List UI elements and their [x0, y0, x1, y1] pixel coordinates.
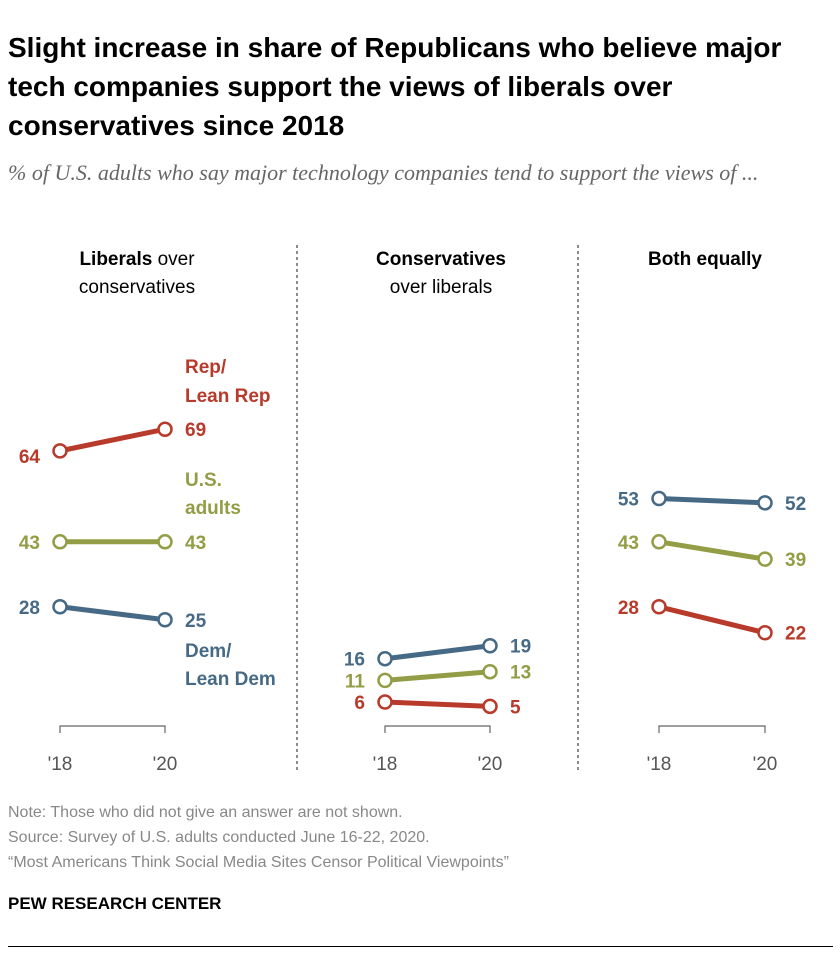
data-point-dem	[377, 650, 393, 667]
data-label-total: 43	[185, 533, 206, 554]
data-point-dem	[157, 612, 173, 628]
series-name-dem: Dem/	[185, 641, 232, 662]
data-point-total	[157, 534, 173, 550]
series-name-total: adults	[185, 498, 241, 519]
data-label-dem: 25	[185, 611, 207, 632]
source: Source: Survey of U.S. adults conducted …	[8, 829, 430, 846]
data-point-total	[482, 663, 498, 680]
series-line-dem	[59, 604, 166, 623]
x-tick-label: '20	[153, 754, 178, 775]
x-tick-label: '20	[478, 754, 503, 775]
data-label-total: 43	[19, 533, 40, 554]
series-line-rep	[59, 426, 166, 454]
data-label-dem: 52	[785, 494, 806, 515]
data-point-total	[651, 534, 667, 550]
panel-title-line2: conservatives	[79, 277, 195, 298]
x-tick-label: '20	[753, 754, 778, 775]
x-tick-label: '18	[373, 754, 398, 775]
series-line-total	[658, 539, 766, 562]
data-label-rep: 22	[785, 624, 806, 645]
data-point-total	[757, 551, 773, 567]
data-point-total	[52, 534, 68, 550]
data-label-total: 13	[510, 663, 531, 684]
series-line-total	[384, 669, 491, 683]
data-point-rep	[482, 698, 498, 715]
data-label-rep: 6	[354, 693, 365, 714]
series-name-rep: Rep/	[185, 357, 227, 378]
data-label-total: 39	[785, 550, 806, 571]
panel-title: Conservatives	[376, 249, 506, 270]
x-axis	[658, 725, 766, 733]
series-name-total: U.S.	[185, 470, 222, 491]
data-point-total	[377, 672, 393, 689]
chart-subtitle: % of U.S. adults who say major technolog…	[8, 160, 759, 185]
note: Note: Those who did not give an answer a…	[8, 804, 403, 821]
series-line-dem	[658, 496, 766, 506]
data-label-dem: 53	[618, 490, 639, 511]
series-line-rep	[658, 604, 766, 636]
data-label-dem: 16	[344, 650, 365, 671]
data-label-total: 43	[618, 533, 639, 554]
x-axis	[59, 725, 166, 733]
x-axis	[384, 725, 491, 733]
series-name-rep: Lean Rep	[185, 386, 271, 407]
brand: PEW RESEARCH CENTER	[8, 894, 222, 913]
data-point-rep	[377, 694, 393, 710]
data-label-dem: 19	[510, 637, 531, 658]
x-tick-label: '18	[647, 754, 672, 775]
series-line-rep	[384, 699, 491, 709]
bottom-rule	[8, 946, 833, 947]
data-point-dem	[52, 599, 68, 615]
data-point-rep	[651, 599, 667, 615]
x-tick-label: '18	[48, 754, 73, 775]
panel-title: Both equally	[648, 249, 762, 270]
data-label-rep: 5	[510, 697, 521, 718]
data-point-dem	[651, 490, 667, 507]
data-label-total: 11	[345, 671, 366, 692]
panel-title-line2: over liberals	[390, 277, 492, 298]
data-label-dem: 28	[19, 598, 40, 619]
report-title: “Most Americans Think Social Media Sites…	[8, 854, 509, 871]
chart-title: Slight increase in share of Republicans …	[8, 32, 782, 141]
data-label-rep: 64	[19, 447, 41, 468]
data-point-dem	[482, 637, 498, 654]
data-point-dem	[757, 495, 773, 511]
data-point-rep	[157, 421, 173, 437]
panel-title: Liberals over	[79, 249, 195, 270]
data-label-rep: 69	[185, 420, 206, 441]
series-line-dem	[384, 643, 491, 662]
series-name-dem: Lean Dem	[185, 669, 276, 690]
data-point-rep	[52, 443, 68, 459]
data-label-rep: 28	[618, 598, 639, 619]
data-point-rep	[757, 624, 773, 641]
